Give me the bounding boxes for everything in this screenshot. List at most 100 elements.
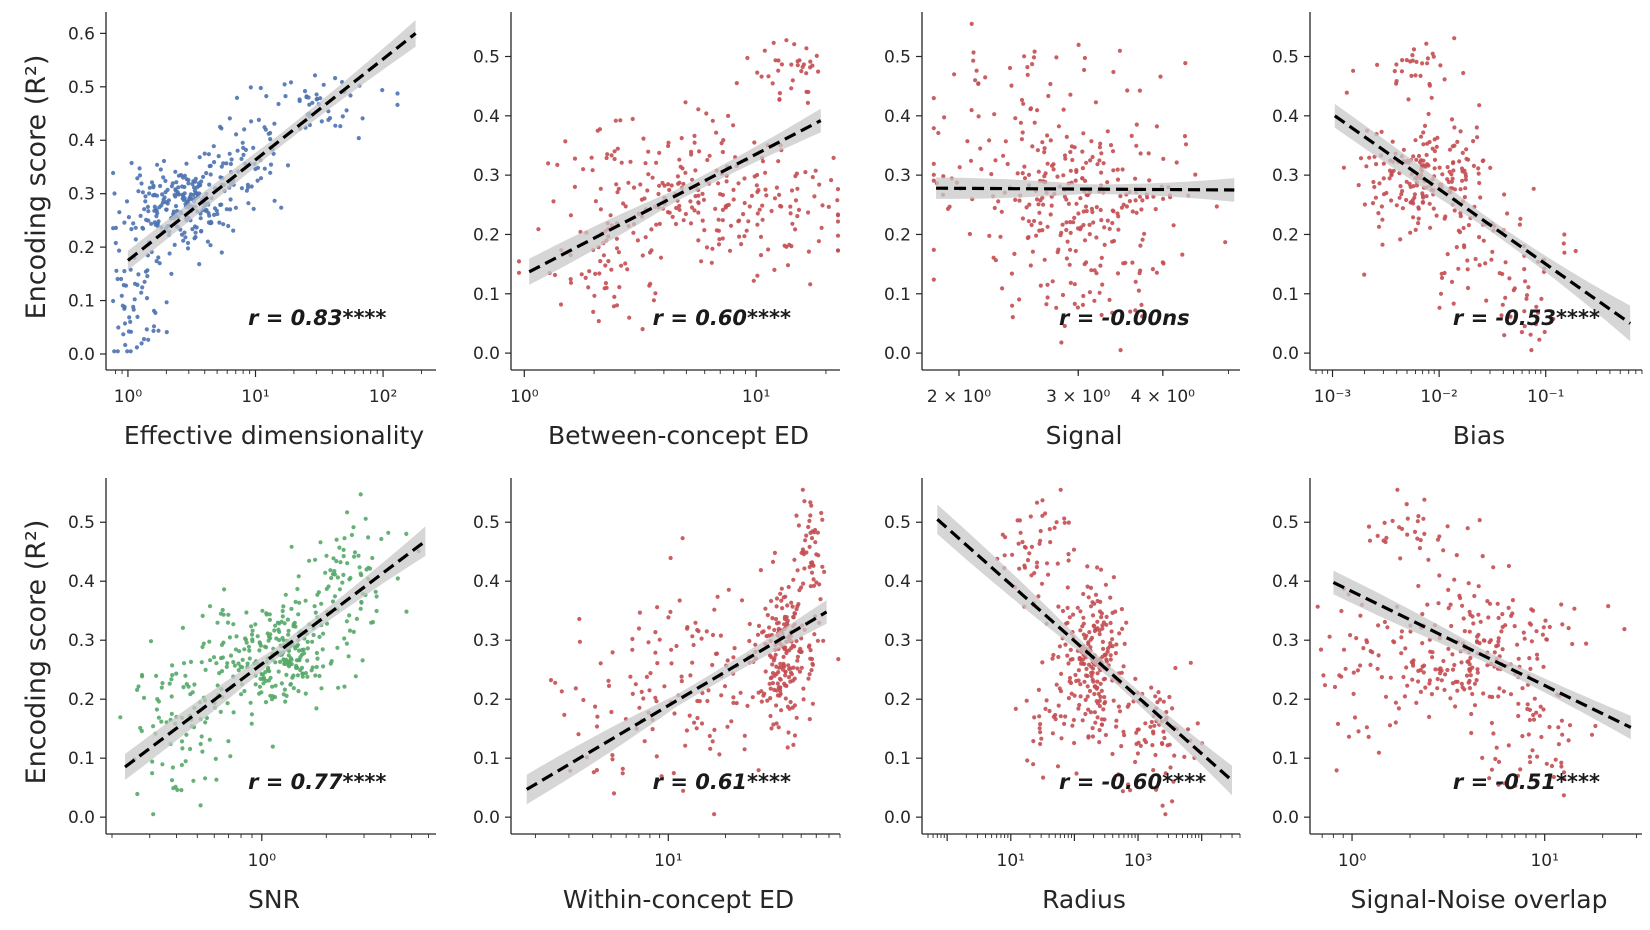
data-point (1422, 123, 1428, 128)
data-point (318, 540, 323, 545)
data-point (352, 550, 358, 555)
data-point (1522, 636, 1527, 641)
data-point (1445, 177, 1450, 182)
data-point (699, 636, 704, 641)
data-point (1367, 155, 1372, 160)
data-point (1334, 768, 1339, 773)
data-point (1529, 348, 1534, 353)
data-point (817, 582, 822, 587)
confidence-band (1334, 103, 1631, 342)
data-point (1173, 665, 1178, 671)
data-point (1416, 206, 1421, 211)
data-point (1528, 622, 1533, 627)
x-tick-label: 2 × 10⁰ (927, 387, 991, 407)
data-point (653, 650, 658, 655)
data-point (228, 207, 233, 212)
data-point (820, 564, 825, 569)
data-point (307, 558, 312, 563)
data-point (279, 205, 284, 210)
data-point (1413, 227, 1418, 232)
data-point (712, 812, 717, 817)
data-point (169, 711, 174, 717)
data-point (1140, 198, 1145, 203)
data-point (247, 656, 252, 661)
data-point (115, 349, 120, 354)
data-point (184, 177, 189, 182)
data-point (240, 657, 245, 663)
data-point (1335, 721, 1341, 727)
data-point (668, 555, 673, 561)
data-point (1039, 581, 1045, 586)
data-point (747, 204, 752, 209)
data-point (746, 219, 751, 224)
data-point (654, 699, 659, 704)
data-point (1474, 678, 1479, 683)
data-point (625, 267, 630, 272)
data-point (119, 276, 124, 282)
data-point (731, 655, 736, 660)
data-point (315, 656, 320, 661)
data-point (213, 756, 218, 762)
data-point (1427, 714, 1432, 720)
data-point (151, 328, 156, 333)
data-point (628, 674, 633, 679)
data-point (1440, 172, 1445, 177)
data-point (1076, 42, 1081, 48)
data-point (188, 659, 194, 665)
data-point (194, 185, 200, 190)
data-point (1500, 302, 1505, 307)
data-point (761, 629, 766, 634)
data-point (154, 707, 159, 712)
data-point (257, 684, 263, 689)
data-point (1153, 694, 1158, 699)
data-point (783, 645, 788, 650)
data-point (341, 547, 346, 553)
data-point (1044, 561, 1050, 566)
data-point (1104, 614, 1109, 620)
data-point (225, 701, 230, 706)
data-point (1085, 684, 1090, 689)
data-point (1042, 150, 1047, 155)
data-point (220, 607, 225, 613)
data-point (140, 190, 145, 195)
data-point (654, 222, 659, 227)
data-point (1523, 279, 1528, 284)
data-point (1327, 634, 1332, 639)
x-tick-label: 10¹ (997, 851, 1025, 871)
data-point (734, 81, 739, 86)
data-point (135, 282, 140, 287)
data-point (180, 184, 185, 189)
data-point (1062, 721, 1067, 727)
data-point (1080, 718, 1085, 723)
data-point (782, 614, 788, 620)
data-point (1389, 173, 1394, 178)
data-point (1165, 743, 1170, 748)
data-point (1432, 157, 1438, 162)
data-point (1480, 158, 1485, 164)
data-point (772, 550, 778, 556)
data-point (212, 160, 217, 165)
data-point (710, 662, 715, 668)
data-point (144, 296, 150, 301)
data-point (804, 89, 809, 94)
data-point (1499, 629, 1504, 634)
data-point (1068, 168, 1073, 173)
data-point (1122, 641, 1127, 647)
data-point (774, 604, 779, 609)
data-point (326, 584, 331, 589)
data-point (349, 532, 354, 538)
data-point (699, 721, 705, 726)
data-point (800, 487, 805, 492)
data-point (1494, 644, 1499, 649)
data-point (586, 285, 591, 290)
data-point (1064, 256, 1069, 261)
data-point (1539, 296, 1544, 301)
data-point (146, 209, 151, 214)
data-point (181, 685, 186, 690)
data-point (285, 617, 290, 622)
data-point (1057, 644, 1062, 649)
data-point (968, 158, 974, 163)
data-point (1460, 178, 1465, 183)
data-point (1472, 703, 1478, 708)
